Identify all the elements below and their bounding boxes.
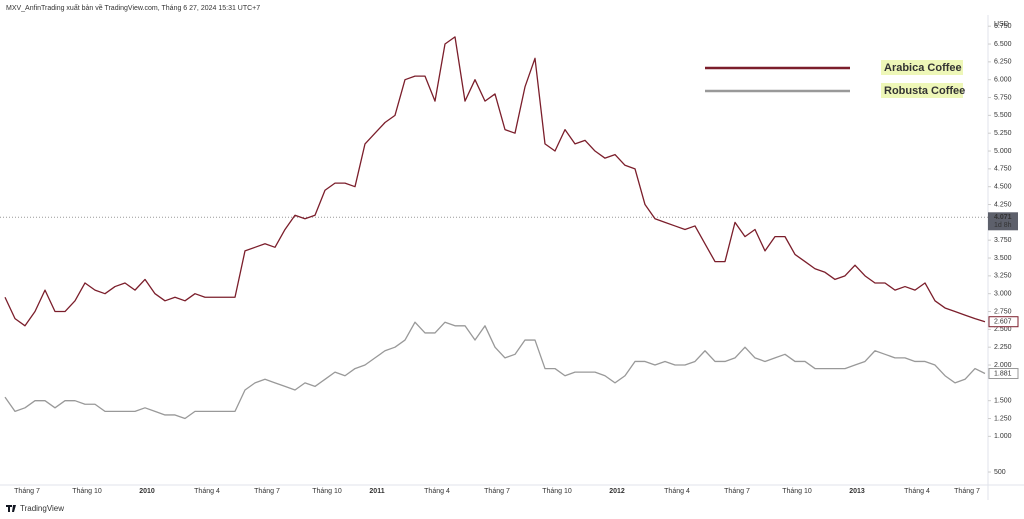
x-tick-label: Tháng 10 — [312, 488, 342, 495]
x-tick-label: Tháng 10 — [542, 488, 572, 495]
x-tick-label: Tháng 7 — [14, 488, 40, 495]
x-tick-label: Tháng 7 — [954, 488, 980, 495]
x-tick-label: Tháng 7 — [724, 488, 750, 495]
y-tick-label: 6.250 — [994, 59, 1012, 66]
legend-label: Arabica Coffee — [884, 62, 962, 74]
last-value-box — [988, 316, 1019, 328]
x-tick-label: 2011 — [369, 488, 384, 495]
last-value-label: 2.607 — [994, 319, 1012, 326]
x-tick-label: Tháng 4 — [194, 488, 220, 495]
x-tick-label: 2010 — [139, 488, 155, 495]
price-sublabel: 1d 8h — [994, 222, 1012, 229]
y-tick-label: 2.250 — [994, 344, 1012, 351]
x-tick-label: 2012 — [609, 488, 625, 495]
last-value-box — [988, 368, 1019, 380]
y-tick-label: 3.500 — [994, 255, 1012, 262]
y-tick-label: 6.750 — [994, 23, 1012, 30]
legend-label-bg — [881, 60, 963, 75]
x-tick-label: Tháng 7 — [484, 488, 510, 495]
x-tick-label: Tháng 10 — [782, 488, 812, 495]
y-tick-label: 3.000 — [994, 291, 1012, 298]
x-tick-label: 2013 — [849, 488, 865, 495]
y-tick-label: 1.500 — [994, 398, 1012, 405]
y-tick-label: 5.500 — [994, 112, 1012, 119]
y-tick-label: 6.000 — [994, 77, 1012, 84]
y-tick-label: 500 — [994, 469, 1006, 476]
legend-label-bg — [881, 83, 963, 98]
last-value-label: 1.881 — [994, 370, 1012, 377]
footer-logo — [6, 505, 16, 512]
y-tick-label: 1.000 — [994, 433, 1012, 440]
x-tick-label: Tháng 4 — [664, 488, 690, 495]
y-tick-label: 3.250 — [994, 273, 1012, 280]
x-tick-label: Tháng 7 — [254, 488, 280, 495]
y-tick-label: 5.250 — [994, 130, 1012, 137]
y-unit: USD — [994, 21, 1009, 28]
y-tick-label: 2.750 — [994, 308, 1012, 315]
footer: TradingView — [20, 504, 64, 513]
y-tick-label: 6.500 — [994, 41, 1012, 48]
y-tick-label: 4.750 — [994, 166, 1012, 173]
x-tick-label: Tháng 4 — [904, 488, 930, 495]
price-label: 4.071 — [994, 214, 1012, 221]
y-tick-label: 2.500 — [994, 326, 1012, 333]
series-line — [4, 321, 986, 420]
y-tick-label: 4.500 — [994, 184, 1012, 191]
y-tick-label: 3.750 — [994, 237, 1012, 244]
x-tick-label: Tháng 4 — [424, 488, 450, 495]
x-tick-label: Tháng 10 — [72, 488, 102, 495]
y-tick-label: 4.250 — [994, 201, 1012, 208]
price-box — [988, 212, 1018, 231]
y-tick-label: 1.250 — [994, 415, 1012, 422]
y-tick-label: 2.000 — [994, 362, 1012, 369]
legend-label: Robusta Coffee — [884, 85, 965, 97]
y-tick-label: 5.750 — [994, 94, 1012, 101]
series-line — [4, 36, 986, 327]
header: MXV_AnfinTrading xuất bản về TradingView… — [6, 3, 260, 12]
y-tick-label: 5.000 — [994, 148, 1012, 155]
